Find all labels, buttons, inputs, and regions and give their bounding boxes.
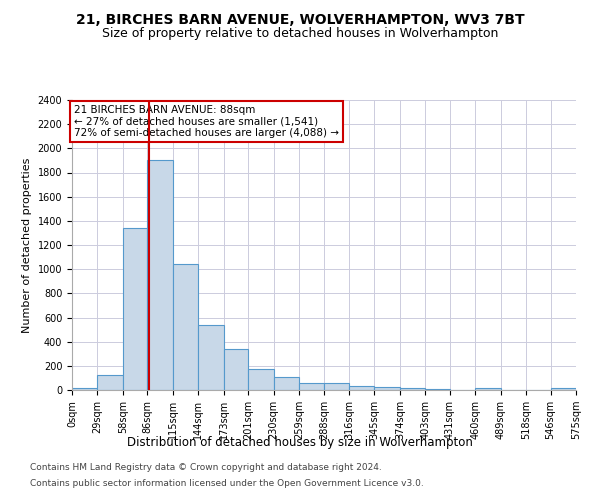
Bar — [97, 375, 123, 390]
Bar — [325, 384, 349, 390]
Bar — [274, 376, 299, 390]
Bar — [224, 349, 248, 390]
Bar — [374, 387, 400, 390]
Text: Contains public sector information licensed under the Open Government Licence v3: Contains public sector information licen… — [30, 478, 424, 488]
Text: Contains HM Land Registry data © Crown copyright and database right 2024.: Contains HM Land Registry data © Crown c… — [30, 464, 382, 472]
Bar — [148, 160, 173, 390]
Y-axis label: Number of detached properties: Number of detached properties — [22, 158, 32, 332]
Bar — [198, 325, 224, 390]
Bar — [425, 389, 450, 390]
Text: Distribution of detached houses by size in Wolverhampton: Distribution of detached houses by size … — [127, 436, 473, 449]
Bar — [400, 388, 425, 390]
Bar — [248, 370, 274, 390]
Bar — [475, 388, 500, 390]
Bar — [123, 228, 148, 390]
Text: 21, BIRCHES BARN AVENUE, WOLVERHAMPTON, WV3 7BT: 21, BIRCHES BARN AVENUE, WOLVERHAMPTON, … — [76, 12, 524, 26]
Bar — [72, 388, 97, 390]
Bar — [551, 388, 576, 390]
Text: Size of property relative to detached houses in Wolverhampton: Size of property relative to detached ho… — [102, 28, 498, 40]
Bar — [299, 383, 325, 390]
Bar — [173, 264, 198, 390]
Bar — [349, 386, 374, 390]
Text: 21 BIRCHES BARN AVENUE: 88sqm
← 27% of detached houses are smaller (1,541)
72% o: 21 BIRCHES BARN AVENUE: 88sqm ← 27% of d… — [74, 105, 339, 138]
